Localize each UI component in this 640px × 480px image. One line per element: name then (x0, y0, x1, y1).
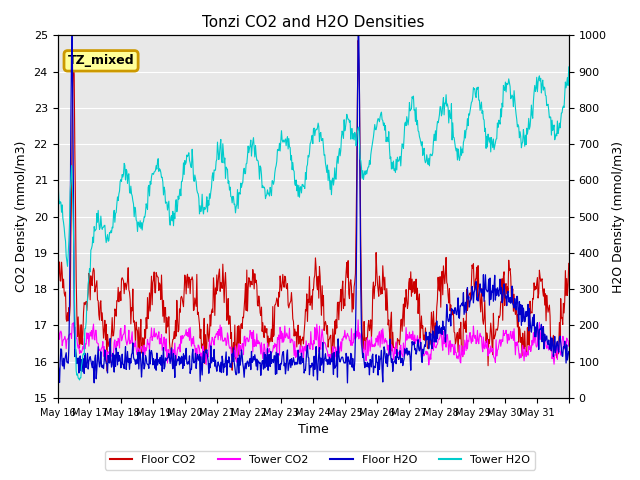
Tower CO2 (114, 343, 122, 349)
Floor CO2 (396, 342, 403, 348)
Floor H2O (208, 358, 216, 364)
Y-axis label: CO2 Density (mmol/m3): CO2 Density (mmol/m3) (15, 141, 28, 292)
Tower CO2 (355, 317, 362, 323)
Line: Floor CO2: Floor CO2 (58, 40, 569, 371)
Legend: Floor CO2, Tower CO2, Floor H2O, Tower H2O: Floor CO2, Tower CO2, Floor H2O, Tower H… (105, 451, 535, 469)
Tower H2O (54, 188, 61, 194)
Tower CO2 (54, 338, 61, 344)
Floor H2O (68, 33, 76, 38)
Tower CO2 (207, 340, 215, 346)
Tower H2O (565, 64, 573, 70)
Tower CO2 (233, 360, 241, 365)
Floor CO2 (355, 37, 362, 43)
Tower CO2 (565, 343, 573, 349)
Tower H2O (115, 198, 122, 204)
Tower H2O (234, 187, 241, 192)
Text: TZ_mixed: TZ_mixed (68, 54, 134, 67)
Tower H2O (395, 158, 403, 164)
X-axis label: Time: Time (298, 423, 328, 436)
Floor H2O (115, 349, 122, 355)
Floor CO2 (115, 285, 122, 290)
Floor H2O (565, 348, 573, 354)
Title: Tonzi CO2 and H2O Densities: Tonzi CO2 and H2O Densities (202, 15, 424, 30)
Floor H2O (344, 380, 351, 386)
Floor H2O (234, 357, 241, 362)
Floor H2O (396, 353, 403, 359)
Tower CO2 (395, 349, 403, 355)
Floor CO2 (103, 368, 111, 374)
Tower CO2 (252, 343, 260, 349)
Tower CO2 (366, 348, 374, 354)
Floor H2O (253, 356, 260, 362)
Tower H2O (253, 157, 260, 163)
Floor CO2 (234, 324, 241, 329)
Tower H2O (76, 377, 83, 383)
Line: Floor H2O: Floor H2O (58, 36, 569, 383)
Floor H2O (367, 358, 374, 364)
Tower CO2 (425, 362, 433, 368)
Line: Tower CO2: Tower CO2 (58, 320, 569, 365)
Y-axis label: H2O Density (mmol/m3): H2O Density (mmol/m3) (612, 141, 625, 293)
Tower H2O (208, 174, 216, 180)
Line: Tower H2O: Tower H2O (58, 67, 569, 380)
Tower H2O (366, 161, 374, 167)
Floor CO2 (253, 283, 260, 288)
Floor CO2 (208, 306, 216, 312)
Floor CO2 (565, 261, 573, 266)
Floor H2O (54, 355, 61, 361)
Floor CO2 (367, 317, 374, 323)
Floor CO2 (54, 275, 61, 280)
